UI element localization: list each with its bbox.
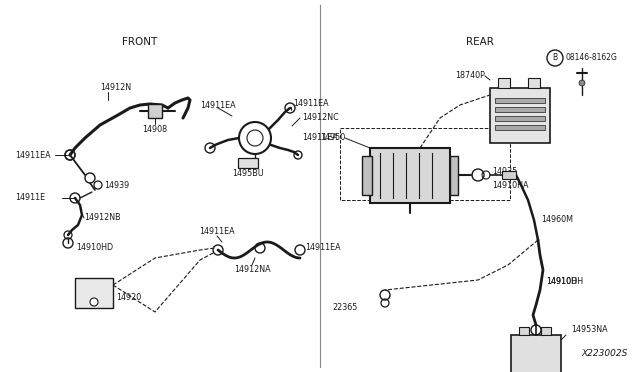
Text: 18740P: 18740P: [455, 71, 485, 80]
Text: 14939: 14939: [104, 180, 129, 189]
Text: 14911EA: 14911EA: [302, 134, 338, 142]
Text: 14953NA: 14953NA: [571, 326, 607, 334]
Bar: [362, 156, 372, 195]
Bar: [519, 327, 529, 335]
Text: 14912NC: 14912NC: [302, 113, 339, 122]
Text: 14912NA: 14912NA: [234, 266, 270, 275]
Circle shape: [90, 298, 98, 306]
Bar: [502, 171, 516, 179]
Text: 14920: 14920: [116, 294, 141, 302]
Circle shape: [239, 122, 271, 154]
Text: X223002S: X223002S: [582, 349, 628, 358]
Bar: [495, 107, 545, 112]
Bar: [148, 104, 162, 118]
Bar: [495, 116, 545, 121]
Text: 14910HD: 14910HD: [76, 244, 113, 253]
Text: 14911EA: 14911EA: [200, 100, 236, 109]
Text: 14911EA: 14911EA: [305, 244, 340, 253]
Bar: [495, 98, 545, 103]
Bar: [238, 158, 258, 168]
Text: 14910HA: 14910HA: [492, 180, 529, 189]
Bar: [541, 327, 551, 335]
Text: 14950: 14950: [320, 134, 345, 142]
Text: 14911E: 14911E: [15, 193, 45, 202]
Text: 14908: 14908: [143, 125, 168, 135]
Text: 14910DH: 14910DH: [546, 278, 583, 286]
Bar: [498, 78, 510, 88]
Text: 14960M: 14960M: [541, 215, 573, 224]
Bar: [450, 156, 458, 195]
Text: 14911EA: 14911EA: [199, 228, 235, 237]
Text: REAR: REAR: [466, 37, 494, 47]
Bar: [495, 125, 545, 130]
Text: 22365: 22365: [333, 304, 358, 312]
Bar: [75, 278, 113, 308]
Text: B: B: [552, 54, 557, 62]
Text: 1495BU: 1495BU: [232, 170, 264, 179]
Bar: [370, 148, 450, 203]
Text: 14910H: 14910H: [546, 278, 577, 286]
Text: 14911EA: 14911EA: [293, 99, 328, 109]
Bar: [511, 335, 561, 372]
Text: 14912N: 14912N: [100, 83, 131, 93]
Text: 14935: 14935: [492, 167, 517, 176]
Bar: [528, 78, 540, 88]
Text: 14911EA: 14911EA: [15, 151, 51, 160]
Text: FRONT: FRONT: [122, 37, 157, 47]
Circle shape: [579, 80, 585, 86]
Text: 08146-8162G: 08146-8162G: [565, 54, 617, 62]
Bar: [490, 88, 550, 143]
Text: 14912NB: 14912NB: [84, 214, 120, 222]
